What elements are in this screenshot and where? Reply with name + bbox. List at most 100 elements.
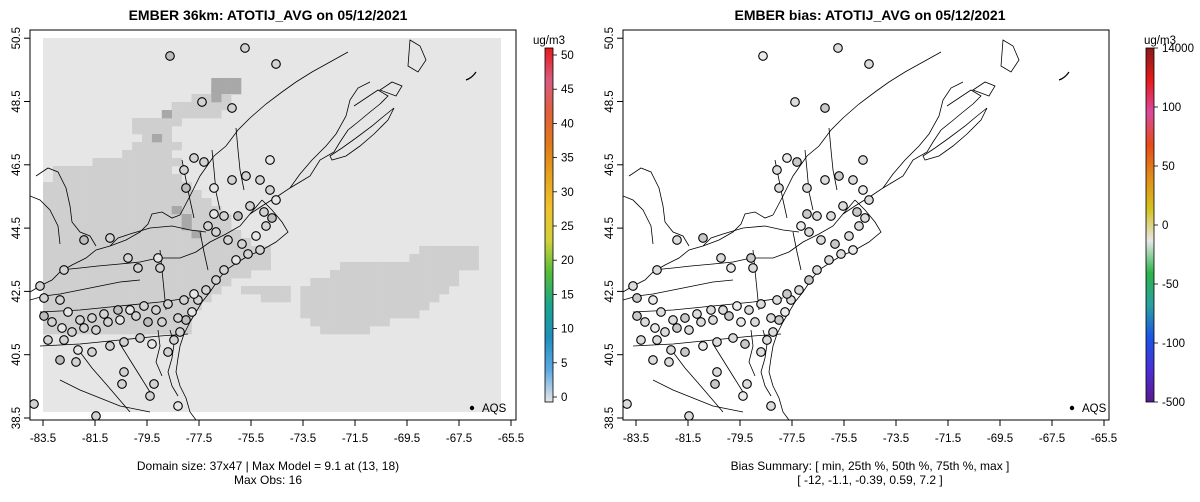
colorbar-tick-label: -50 bbox=[1162, 279, 1179, 291]
y-tick-label: 40.5 bbox=[604, 344, 616, 366]
model-cell bbox=[250, 254, 262, 263]
model-cell bbox=[171, 182, 182, 191]
model-cell bbox=[349, 318, 361, 327]
obs-point bbox=[227, 175, 237, 185]
model-cell bbox=[122, 182, 133, 191]
model-cell bbox=[112, 206, 123, 215]
model-cell bbox=[142, 270, 153, 279]
model-cell bbox=[82, 254, 93, 263]
map-outline bbox=[672, 351, 724, 413]
model-cell bbox=[122, 222, 133, 231]
model-cell bbox=[221, 246, 232, 255]
model-cell bbox=[72, 182, 83, 191]
map-outline bbox=[379, 81, 403, 97]
map-outline bbox=[30, 195, 61, 245]
model-cell bbox=[340, 286, 351, 295]
left-caption-line2: Max Obs: 16 bbox=[234, 473, 302, 487]
model-cell bbox=[43, 238, 54, 247]
model-cell bbox=[161, 150, 172, 159]
map-outline bbox=[772, 51, 942, 216]
model-cell bbox=[191, 270, 202, 279]
model-cell bbox=[82, 262, 93, 271]
right-panel: EMBER bias: ATOTIJ_AVG on 05/12/2021 -83… bbox=[604, 7, 1194, 487]
model-cell bbox=[181, 254, 192, 263]
obs-point bbox=[848, 175, 858, 185]
model-cell bbox=[122, 318, 133, 327]
obs-point bbox=[774, 315, 784, 325]
obs-point bbox=[231, 255, 241, 265]
model-cell bbox=[399, 310, 410, 319]
obs-point bbox=[181, 315, 191, 325]
model-cell bbox=[191, 206, 202, 215]
model-cell bbox=[151, 182, 163, 191]
x-tick-label: -77.5 bbox=[186, 433, 212, 445]
obs-point bbox=[39, 293, 49, 303]
x-tick-label: -79.5 bbox=[134, 433, 160, 445]
obs-point bbox=[650, 323, 660, 333]
x-tick-label: -67.5 bbox=[1039, 433, 1065, 445]
obs-point bbox=[113, 305, 123, 315]
x-tick-label: -65.5 bbox=[498, 433, 524, 445]
model-cell bbox=[181, 270, 192, 279]
obs-point bbox=[149, 379, 159, 389]
x-tick-label: -73.5 bbox=[290, 433, 316, 445]
x-tick-label: -71.5 bbox=[342, 433, 368, 445]
colorbar-tick-label: 14000 bbox=[1162, 43, 1194, 55]
model-cell bbox=[419, 294, 430, 303]
model-cell bbox=[231, 230, 242, 239]
model-cell bbox=[161, 166, 172, 175]
model-cell bbox=[359, 326, 370, 335]
obs-point bbox=[632, 311, 642, 321]
obs-point bbox=[151, 305, 161, 315]
obs-point bbox=[858, 155, 868, 165]
obs-point bbox=[816, 235, 826, 245]
model-cell bbox=[448, 254, 460, 263]
model-cell bbox=[369, 294, 380, 303]
model-cell bbox=[260, 262, 271, 271]
obs-point bbox=[812, 211, 822, 221]
model-cell bbox=[221, 78, 232, 87]
obs-point bbox=[87, 313, 97, 323]
model-cell bbox=[340, 294, 351, 303]
map-outline bbox=[652, 251, 790, 271]
model-cell bbox=[72, 246, 83, 255]
obs-point bbox=[680, 347, 690, 357]
obs-point bbox=[259, 207, 269, 217]
model-cell bbox=[72, 326, 83, 335]
model-cell bbox=[389, 270, 400, 279]
obs-point bbox=[125, 305, 135, 315]
model-cell bbox=[439, 254, 450, 263]
model-cell bbox=[181, 302, 192, 311]
model-cell bbox=[142, 126, 153, 135]
model-cell bbox=[171, 214, 182, 223]
obs-point bbox=[211, 275, 221, 285]
model-cell bbox=[122, 150, 133, 159]
model-cell bbox=[161, 198, 172, 207]
obs-point bbox=[766, 313, 776, 323]
model-cell bbox=[132, 150, 143, 159]
obs-point bbox=[668, 315, 678, 325]
model-cell bbox=[151, 142, 163, 151]
obs-point bbox=[746, 253, 756, 263]
obs-point bbox=[640, 317, 650, 327]
model-cell bbox=[142, 166, 153, 175]
model-cell bbox=[112, 166, 123, 175]
x-tick-label: -65.5 bbox=[1091, 433, 1117, 445]
model-cell bbox=[419, 262, 430, 271]
model-cell bbox=[191, 110, 202, 119]
model-cell bbox=[171, 102, 182, 111]
model-cell bbox=[142, 222, 153, 231]
model-cell bbox=[43, 206, 54, 215]
obs-point bbox=[772, 295, 782, 305]
model-cell bbox=[161, 118, 172, 127]
model-cell bbox=[231, 78, 242, 87]
obs-point bbox=[732, 301, 742, 311]
obs-point bbox=[103, 317, 113, 327]
model-cell bbox=[52, 230, 64, 239]
model-cell bbox=[409, 286, 420, 295]
model-cell bbox=[260, 286, 271, 295]
model-cell bbox=[102, 278, 113, 287]
model-cell bbox=[52, 262, 64, 271]
model-cell bbox=[181, 326, 192, 335]
model-cell bbox=[92, 254, 103, 263]
